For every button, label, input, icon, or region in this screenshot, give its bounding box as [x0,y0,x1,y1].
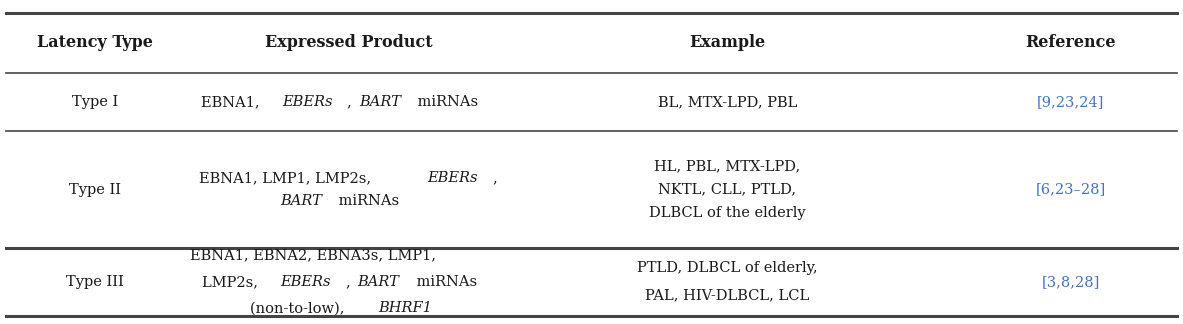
Text: Type III: Type III [66,275,123,289]
Text: (non-to-low),: (non-to-low), [251,301,349,316]
Text: DLBCL of the elderly: DLBCL of the elderly [649,206,806,220]
Text: miRNAs: miRNAs [334,194,399,208]
Text: Expressed Product: Expressed Product [265,34,433,52]
Text: EBERs: EBERs [427,171,478,185]
Text: BART: BART [357,275,400,289]
Text: EBERs: EBERs [282,95,332,109]
Text: [9,23,24]: [9,23,24] [1037,95,1104,109]
Text: EBNA1,: EBNA1, [200,95,264,109]
Text: Latency Type: Latency Type [37,34,153,52]
Text: Example: Example [690,34,765,52]
Text: BART: BART [280,194,322,208]
Text: EBERs: EBERs [280,275,331,289]
Text: EBNA1, EBNA2, EBNA3s, LMP1,: EBNA1, EBNA2, EBNA3s, LMP1, [190,248,437,262]
Text: [6,23–28]: [6,23–28] [1035,182,1106,197]
Text: [3,8,28]: [3,8,28] [1041,275,1100,289]
Text: Type II: Type II [69,182,121,197]
Text: miRNAs: miRNAs [413,95,479,109]
Text: PTLD, DLBCL of elderly,: PTLD, DLBCL of elderly, [638,261,817,275]
Text: Type I: Type I [71,95,118,109]
Text: ,: , [492,171,497,185]
Text: LMP2s,: LMP2s, [202,275,263,289]
Text: EBNA1, LMP1, LMP2s,: EBNA1, LMP1, LMP2s, [199,171,376,185]
Text: ,: , [348,95,356,109]
Text: ,: , [345,275,355,289]
Text: BL, MTX-LPD, PBL: BL, MTX-LPD, PBL [658,95,797,109]
Text: HL, PBL, MTX-LPD,: HL, PBL, MTX-LPD, [654,159,801,173]
Text: PAL, HIV-DLBCL, LCL: PAL, HIV-DLBCL, LCL [646,289,809,303]
Text: BART: BART [360,95,401,109]
Text: miRNAs: miRNAs [412,275,477,289]
Text: Reference: Reference [1026,34,1116,52]
Text: BHRF1: BHRF1 [379,301,432,316]
Text: NKTL, CLL, PTLD,: NKTL, CLL, PTLD, [659,182,796,197]
